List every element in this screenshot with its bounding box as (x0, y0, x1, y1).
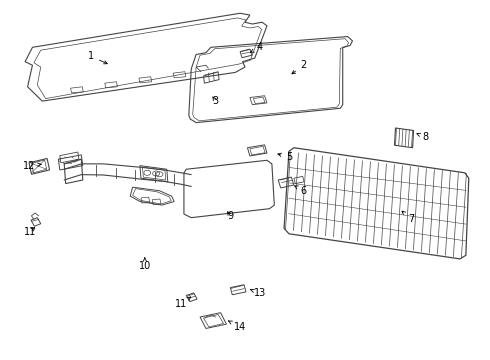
Text: 6: 6 (294, 186, 307, 196)
Text: 4: 4 (251, 42, 263, 52)
Text: 12: 12 (23, 161, 41, 171)
Text: 10: 10 (139, 258, 151, 271)
Text: 13: 13 (250, 288, 266, 298)
Text: 11: 11 (175, 297, 191, 309)
Text: 2: 2 (292, 60, 307, 74)
Text: 11: 11 (24, 227, 36, 237)
Text: 5: 5 (278, 152, 292, 162)
Text: 1: 1 (88, 51, 107, 64)
Text: 3: 3 (213, 96, 219, 106)
Text: 7: 7 (402, 211, 414, 224)
Text: 14: 14 (228, 321, 246, 332)
Text: 8: 8 (417, 132, 429, 142)
Text: 9: 9 (227, 211, 233, 221)
